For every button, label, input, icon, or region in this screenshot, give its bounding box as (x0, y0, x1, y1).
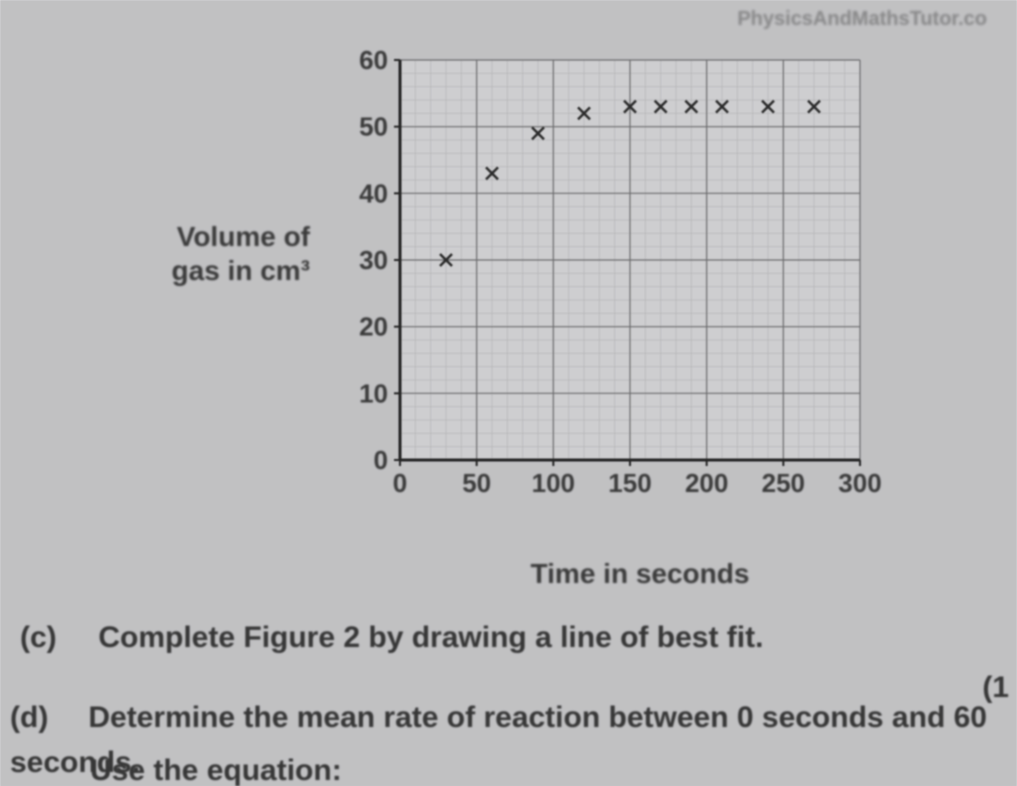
svg-text:40: 40 (359, 178, 388, 208)
question-c-text: Complete Figure 2 by drawing a line of b… (98, 621, 763, 654)
ylabel-line1: Volume of (177, 221, 310, 252)
svg-text:50: 50 (462, 468, 491, 498)
watermark-text: PhysicsAndMathsTutor.co (737, 8, 987, 31)
svg-text:0: 0 (374, 445, 388, 475)
svg-text:60: 60 (359, 45, 388, 75)
question-c: (c) Complete Figure 2 by drawing a line … (20, 615, 763, 660)
question-d-line2: Use the equation: (90, 748, 342, 786)
svg-text:0: 0 (393, 468, 407, 498)
svg-text:20: 20 (359, 312, 388, 342)
svg-text:250: 250 (762, 468, 805, 498)
x-axis-label: Time in seconds (470, 558, 810, 590)
svg-text:300: 300 (838, 468, 881, 498)
svg-text:100: 100 (532, 468, 575, 498)
svg-text:150: 150 (608, 468, 651, 498)
scatter-chart: 0501001502002503000102030405060 (320, 60, 880, 520)
chart-container: 0501001502002503000102030405060 (320, 60, 880, 520)
question-c-number: (c) (20, 615, 90, 660)
svg-text:30: 30 (359, 245, 388, 275)
question-d-number: (d) (10, 695, 80, 740)
svg-text:10: 10 (359, 378, 388, 408)
svg-text:50: 50 (359, 112, 388, 142)
y-axis-label: Volume of gas in cm³ (150, 220, 310, 287)
svg-text:200: 200 (685, 468, 728, 498)
ylabel-line2: gas in cm³ (172, 255, 310, 286)
